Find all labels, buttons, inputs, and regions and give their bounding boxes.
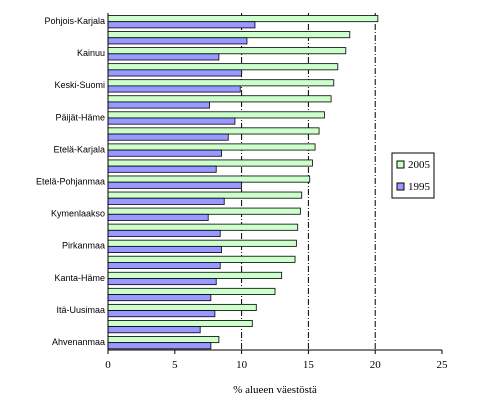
bar-1995 (107, 181, 243, 189)
bar-2005 (107, 303, 257, 311)
category-label: Kymenlaakso (51, 209, 105, 219)
bar-2005 (107, 127, 320, 135)
x-tick-label: 5 (172, 359, 178, 371)
legend-label-1995: 1995 (408, 181, 431, 193)
bar-1995 (107, 213, 209, 221)
x-tick-label: 0 (105, 359, 111, 371)
bar-2005 (107, 31, 351, 39)
x-tick-label: 25 (437, 359, 449, 371)
category-label: Pirkanmaa (62, 241, 105, 251)
x-tick-label: 10 (236, 359, 248, 371)
bar-1995 (107, 310, 216, 318)
bar-1995 (107, 326, 201, 334)
bar-2005 (107, 63, 339, 71)
axes (107, 13, 442, 351)
legend-swatch-2005 (396, 160, 405, 169)
bar-2005 (107, 287, 276, 295)
bar-1995 (107, 342, 212, 350)
bar-1995 (107, 294, 212, 302)
legend-label-2005: 2005 (408, 159, 431, 171)
category-label: Päijät-Häme (55, 112, 105, 122)
bar-1995 (107, 245, 222, 253)
bar-1995 (107, 165, 217, 173)
bar-2005 (107, 336, 220, 344)
bar-2005 (107, 207, 301, 215)
bar-2005 (107, 159, 313, 167)
bar-1995 (107, 262, 221, 270)
bar-1995 (107, 69, 243, 77)
x-tick-label: 20 (370, 359, 382, 371)
bar-1995 (107, 85, 241, 93)
category-labels: Pohjois-Karjala Kainuu Keski-Suomi Päijät-H… (36, 16, 105, 347)
bar-2005 (107, 239, 297, 247)
bar-1995 (107, 53, 220, 61)
x-ticks: 0 5 10 15 20 25 (105, 350, 448, 371)
legend-swatch-1995 (396, 182, 405, 191)
bar-1995 (107, 101, 210, 109)
category-label: Pohjois-Karjala (44, 16, 105, 26)
bar-2005 (107, 47, 347, 55)
bar-1995 (107, 37, 248, 45)
bar-1995 (107, 21, 256, 29)
category-label: Kanta-Häme (54, 273, 105, 283)
legend: 2005 1995 (391, 152, 435, 199)
bar-2005 (107, 320, 253, 328)
bar-2005 (107, 95, 332, 103)
bar-2005 (107, 255, 296, 263)
bar-2005 (107, 175, 311, 183)
bar-2005 (107, 191, 303, 199)
x-axis-title: % alueen väestöstä (233, 384, 317, 396)
x-tick-label: 15 (303, 359, 315, 371)
category-label: Ahvenanmaa (52, 337, 105, 347)
bar-1995 (107, 149, 222, 157)
bar-1995 (107, 229, 221, 237)
category-label: Itä-Uusimaa (56, 305, 105, 315)
bar-2005 (107, 15, 379, 23)
category-label: Kainuu (77, 48, 105, 58)
bars (107, 15, 379, 350)
category-label: Keski-Suomi (54, 80, 105, 90)
bar-2005 (107, 271, 283, 279)
bar-2005 (107, 79, 335, 87)
bar-1995 (107, 133, 229, 141)
bar-2005 (107, 111, 325, 119)
bar-1995 (107, 117, 236, 125)
category-label: Etelä-Pohjanmaa (36, 177, 105, 187)
category-label: Etelä-Karjala (53, 144, 105, 154)
bar-1995 (107, 197, 225, 205)
bar-2005 (107, 223, 299, 231)
bar-2005 (107, 143, 316, 151)
bar-1995 (107, 278, 217, 286)
